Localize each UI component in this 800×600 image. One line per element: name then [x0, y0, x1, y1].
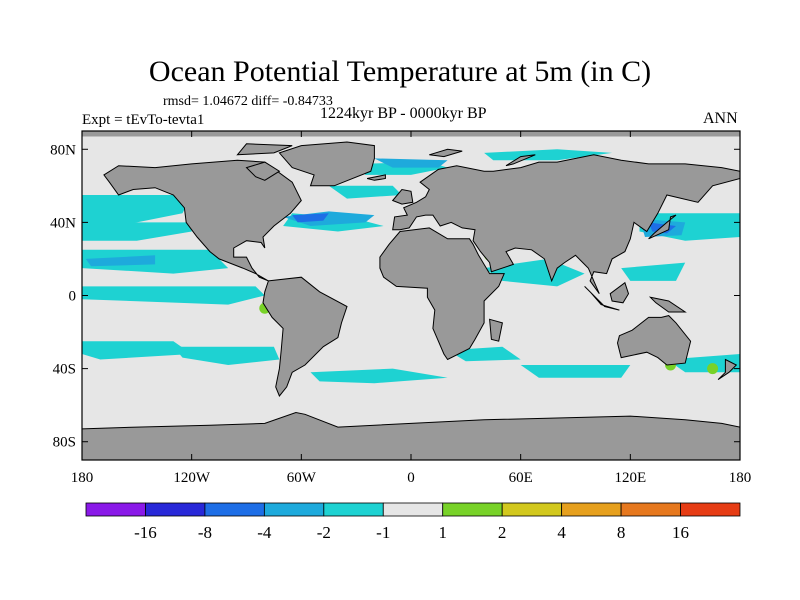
- colorbar-label: -4: [257, 523, 272, 542]
- lat-tick-label: 0: [69, 289, 77, 305]
- ellesmere-island: [236, 143, 293, 156]
- colorbar: -16 -8 -4 -2 -1 1 2 4 8 16: [85, 502, 741, 542]
- africa: [379, 227, 505, 361]
- plot-title: Ocean Potential Temperature at 5m (in C): [148, 55, 652, 88]
- cool-patch: [328, 185, 402, 199]
- lon-tick-label: 60W: [287, 470, 317, 486]
- sumatra-java: [584, 286, 620, 311]
- south-america: [262, 276, 348, 397]
- japan: [648, 214, 677, 240]
- lat-tick-label: 40S: [53, 362, 76, 378]
- antarctica: [82, 411, 740, 460]
- lon-tick-label: 120W: [173, 470, 211, 486]
- colorbar-swatch: [501, 502, 563, 517]
- colorbar-label: 1: [438, 523, 447, 542]
- lat-tick-label: 40N: [50, 215, 76, 231]
- land-masses: [82, 131, 740, 460]
- cool-patch-strong: [374, 158, 448, 168]
- axis-ticks: 80N 40N 0 40S 80S 180 120W 60W 0 60E 120E 180: [50, 131, 751, 486]
- colorbar-label: -8: [198, 523, 212, 542]
- colorbar-swatch: [85, 502, 146, 517]
- eurasia: [392, 154, 740, 294]
- cool-patch: [82, 222, 192, 241]
- cool-patch: [82, 195, 192, 226]
- madagascar: [489, 318, 503, 342]
- greenland: [278, 141, 375, 187]
- cool-patch-strongest: [292, 213, 329, 223]
- lon-tick-label: 180: [71, 470, 94, 486]
- lat-tick-label: 80S: [53, 435, 76, 451]
- colorbar-swatch: [204, 502, 265, 517]
- cooling-anomaly-patches: [82, 149, 740, 384]
- cool-patch-strong: [85, 255, 156, 267]
- period-label: 1224kyr BP - 0000kyr BP: [320, 105, 487, 122]
- baffin-island: [245, 161, 281, 181]
- colorbar-label: 4: [557, 523, 566, 542]
- season-label: ANN: [703, 110, 738, 127]
- cool-patch: [520, 365, 631, 378]
- novaya-zemlya: [505, 154, 536, 167]
- colorbar-label: -2: [317, 523, 331, 542]
- warm-spot: [707, 363, 719, 375]
- colorbar-label: 2: [498, 523, 507, 542]
- stats-text: rmsd= 1.04672 diff= -0.84733: [163, 94, 333, 109]
- colorbar-swatch: [680, 502, 741, 517]
- lat-tick-label: 80N: [50, 142, 76, 158]
- svalbard: [429, 148, 463, 158]
- new-guinea: [648, 296, 687, 313]
- iceland: [366, 174, 386, 181]
- cool-patch: [82, 341, 192, 360]
- colorbar-label: -1: [376, 523, 390, 542]
- cool-patch: [484, 149, 613, 161]
- borneo: [609, 281, 630, 304]
- cool-patch: [621, 262, 686, 281]
- british-isles: [391, 188, 414, 205]
- colorbar-swatch: [620, 502, 681, 517]
- lon-tick-label: 180: [729, 470, 752, 486]
- colorbar-label: 8: [617, 523, 626, 542]
- map-layers: [82, 131, 740, 460]
- cool-patch: [173, 346, 280, 365]
- colorbar-label: -16: [134, 523, 157, 542]
- new-zealand: [717, 358, 738, 381]
- cool-patch: [82, 286, 265, 305]
- cool-patch: [310, 368, 448, 384]
- lon-tick-label: 60E: [509, 470, 533, 486]
- colorbar-swatch: [263, 502, 325, 517]
- experiment-label: Expt = tEvTo-tevta1: [82, 112, 205, 128]
- colorbar-label: 16: [672, 523, 689, 542]
- colorbar-swatch: [323, 502, 384, 517]
- lon-tick-label: 0: [407, 470, 415, 486]
- colorbar-swatch: [442, 502, 503, 517]
- colorbar-swatch: [561, 502, 622, 517]
- australia: [616, 315, 692, 366]
- colorbar-swatch: [145, 502, 206, 517]
- colorbar-swatch: [382, 502, 444, 517]
- lon-tick-label: 120E: [614, 470, 646, 486]
